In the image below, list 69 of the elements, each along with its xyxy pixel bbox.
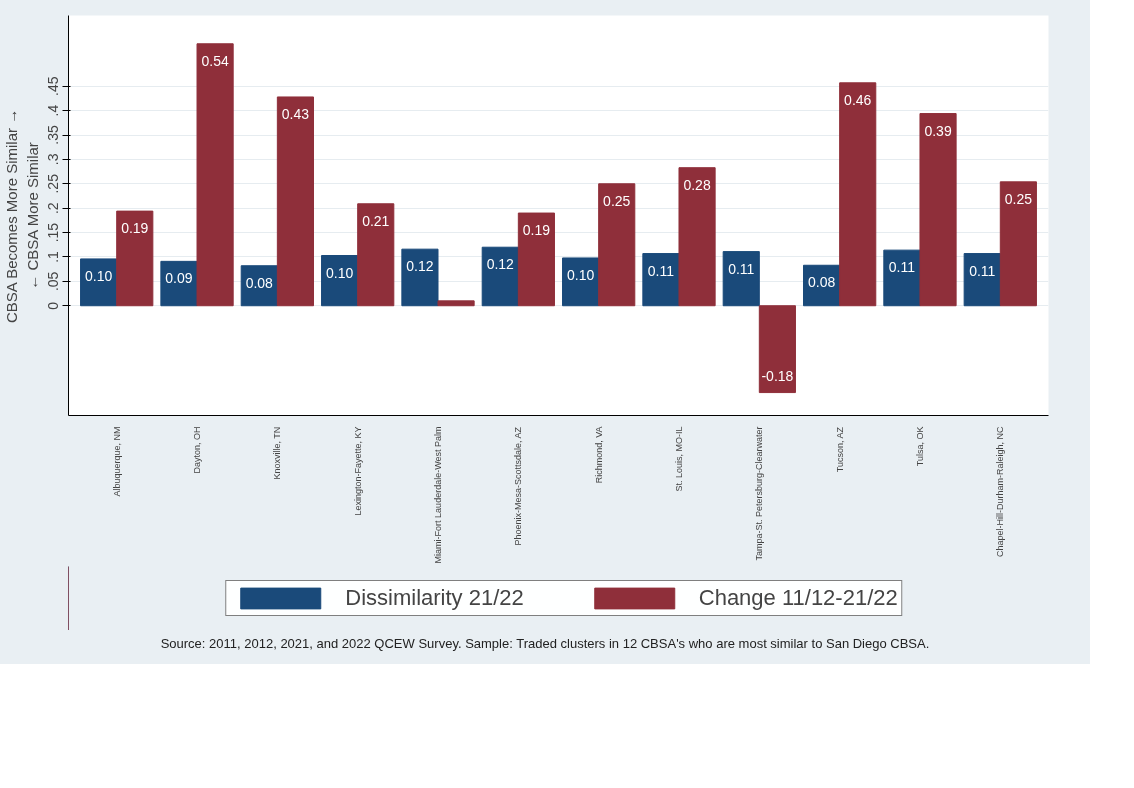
x-tick-label: Miami-Fort Lauderdale-West Palm [433, 426, 444, 564]
y-tick-label: .2 [45, 202, 62, 215]
bar [883, 249, 921, 307]
bar [919, 113, 957, 307]
y-tick-label: .4 [45, 104, 62, 117]
legend-label: Change 11/12-21/22 [698, 585, 898, 611]
x-tick-label: Lexington-Fayette, KY [352, 426, 363, 516]
y-tick-label: .15 [45, 222, 62, 243]
bar [437, 300, 475, 307]
x-tick-label: Chapel-Hill-Durham-Raleigh, NC [995, 426, 1006, 558]
x-tick-label: Knoxville, TN [272, 426, 283, 480]
data-label: 0.11 [888, 259, 916, 276]
y-tick-label: .3 [45, 153, 62, 166]
bar [678, 167, 716, 307]
bar [598, 183, 636, 307]
y-tick-label: .45 [45, 76, 62, 96]
bar [562, 257, 600, 307]
bar [196, 43, 234, 307]
bar [839, 82, 877, 307]
bar [999, 181, 1037, 307]
data-label: 0.28 [683, 176, 711, 193]
data-label: 0.08 [807, 274, 836, 291]
data-label: 0.11 [647, 262, 675, 279]
bar [758, 305, 796, 394]
y-tick-label: 0 [45, 301, 62, 310]
data-label: 0.25 [1004, 190, 1033, 207]
data-label: 0.43 [281, 106, 310, 123]
data-label: 0.19 [121, 220, 149, 237]
bar [642, 253, 680, 307]
bar [722, 251, 760, 307]
bar [401, 248, 439, 307]
x-tick-label: St. Louis, MO-IL [673, 426, 684, 492]
x-tick-label: Phoenix-Mesa-Scottsdale, AZ [513, 426, 524, 546]
x-tick-label: Richmond, VA [593, 426, 604, 484]
bar [963, 253, 1001, 307]
data-label: 0.08 [245, 274, 274, 291]
y-tick-label: .05 [45, 271, 62, 292]
source-note: Source: 2011, 2012, 2021, and 2022 QCEW Survey. Sample: Traded clusters in 12 CBSA's who are most similar to San Diego CBSA. [160, 635, 930, 653]
data-label: -0.18 [761, 367, 794, 384]
data-label: 0.11 [728, 260, 755, 277]
bar [357, 203, 395, 307]
y-tick-label: .1 [45, 250, 62, 263]
data-label: 0.12 [406, 258, 434, 275]
bar [116, 210, 154, 307]
x-tick-label: Dayton, OH [192, 426, 203, 474]
data-label: 0.09 [165, 270, 193, 287]
bar [276, 96, 314, 307]
x-tick-label: Albuquerque, NM [111, 426, 122, 497]
y-tick-label: .25 [45, 173, 62, 194]
data-label: 0.10 [325, 264, 354, 281]
data-label: 0.12 [486, 256, 515, 273]
data-label: 0.10 [566, 267, 595, 284]
x-tick-label: Tampa-St. Petersburg-Clearwater [754, 426, 765, 561]
x-tick-label: Tulsa, OK [914, 426, 925, 467]
bar [517, 212, 555, 307]
y-tick-label: .35 [45, 125, 62, 145]
data-label: 0.25 [603, 192, 631, 209]
legend-label: Dissimilarity 21/22 [345, 585, 524, 611]
data-label: 0.21 [362, 212, 390, 229]
data-label: 0.39 [924, 122, 952, 139]
data-label: 0.19 [522, 222, 551, 239]
x-tick-label: Tucson, AZ [834, 426, 845, 473]
data-label: 0.46 [844, 91, 872, 108]
bar [481, 246, 519, 307]
data-label: 0.10 [85, 267, 113, 284]
data-label: 0.11 [969, 262, 996, 279]
bar [80, 258, 118, 307]
data-label: 0.54 [201, 52, 229, 69]
y-axis-title: CBSA Becomes More Similar → ← CBSA More Similar [3, 108, 41, 324]
